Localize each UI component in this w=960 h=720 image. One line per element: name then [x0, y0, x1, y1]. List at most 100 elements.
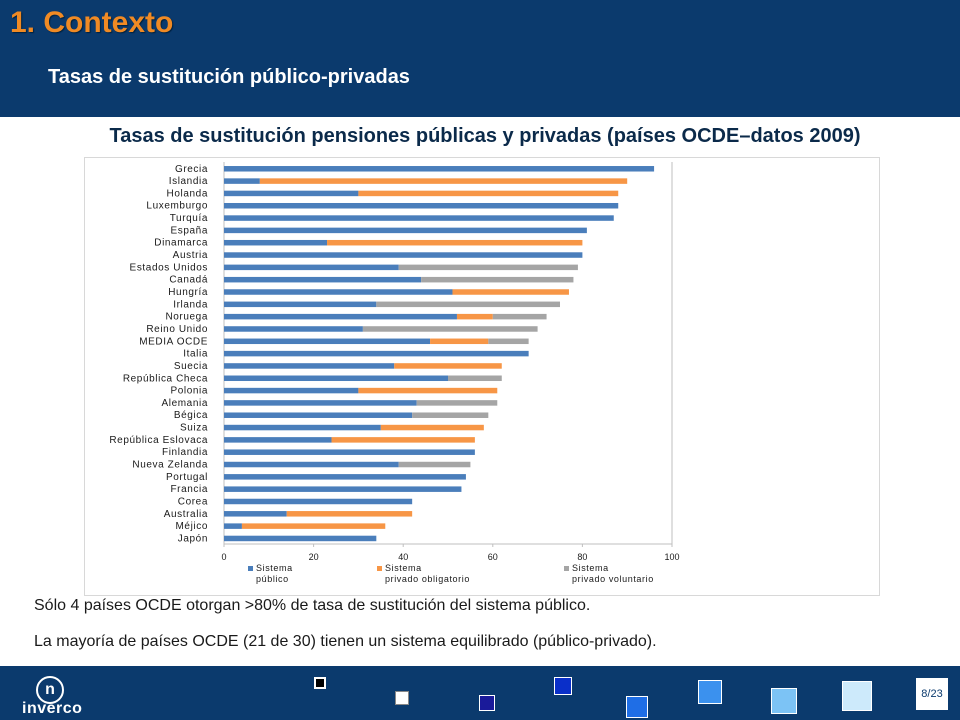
bar-segment-public	[224, 239, 328, 246]
bar-segment-public	[224, 535, 377, 542]
category-label: Suiza	[180, 423, 208, 434]
category-label: Méjico	[176, 521, 209, 532]
bar-segment-voluntary-private	[412, 412, 489, 418]
note-public-system: Sólo 4 países OCDE otorgan >80% de tasa …	[34, 597, 591, 614]
legend-label-line1: Sistema	[385, 563, 422, 573]
bar-segment-mandatory-private	[259, 178, 628, 184]
bar-segment-public	[224, 202, 619, 209]
category-label: Francia	[170, 484, 208, 495]
bar-segment-mandatory-private	[358, 190, 619, 197]
bar-segment-public	[224, 338, 431, 345]
bar-segment-mandatory-private	[380, 424, 484, 431]
category-label: Irlanda	[173, 299, 208, 310]
bar-segment-public	[224, 486, 462, 492]
bar-segment-public	[224, 313, 457, 320]
category-label: Australia	[164, 509, 208, 520]
category-label: Dinamarca	[154, 238, 208, 249]
bar-segment-public	[224, 437, 332, 443]
deco-square-8	[842, 681, 872, 711]
legend-swatch	[248, 566, 253, 571]
deco-square-7	[771, 688, 797, 714]
deco-square-1	[314, 677, 326, 689]
header-bar	[0, 0, 960, 117]
note-balanced-system: La mayoría de países OCDE (21 de 30) tie…	[34, 633, 657, 650]
chart-frame: Grecia Islandia Holanda Luxemburgo Turquía Es…	[84, 157, 880, 596]
bar-segment-voluntary-private	[398, 264, 578, 271]
bar-segment-public	[224, 498, 413, 505]
bar-segment-mandatory-private	[456, 313, 493, 320]
bar-segment-public	[224, 326, 363, 332]
inverco-logo-icon: n	[36, 676, 64, 704]
bar-segment-mandatory-private	[430, 338, 489, 345]
category-label: Corea	[178, 496, 208, 507]
bar-segment-voluntary-private	[362, 326, 538, 332]
x-tick-label: 80	[577, 552, 587, 562]
bar-segment-public	[224, 178, 260, 184]
deco-square-6	[698, 680, 722, 704]
legend-label-line1: Sistema	[572, 563, 609, 573]
category-label: Noruega	[165, 312, 208, 323]
bar-segment-voluntary-private	[398, 461, 471, 468]
legend-label-line1: Sistema	[256, 563, 293, 573]
chart-heading: Tasas de sustitución pensiones públicas …	[109, 125, 861, 147]
bar-segment-mandatory-private	[241, 523, 386, 529]
bar-segment-voluntary-private	[421, 276, 574, 283]
category-label: Bégica	[174, 410, 208, 421]
section-subtitle: Tasas de sustitución público-privadas	[48, 66, 410, 88]
footer-bar	[0, 666, 960, 720]
page-number: 8/23	[916, 678, 948, 710]
legend-swatch	[377, 566, 382, 571]
bar-segment-mandatory-private	[358, 387, 498, 394]
category-label: Polonia	[170, 386, 208, 397]
bar-segment-public	[224, 350, 529, 357]
deco-square-2	[395, 691, 409, 705]
category-label: Suecia	[174, 361, 208, 372]
bar-segment-mandatory-private	[331, 437, 475, 443]
category-label: República Eslovaca	[109, 435, 208, 446]
bar-segment-public	[224, 252, 583, 258]
inverco-logo-text: inverco	[22, 700, 83, 717]
bar-segment-public	[224, 424, 381, 431]
category-label: España	[170, 225, 208, 236]
category-label: Austria	[173, 250, 208, 261]
x-tick-label: 100	[664, 552, 679, 562]
deco-square-3	[479, 695, 495, 711]
category-label: Holanda	[167, 188, 208, 199]
bar-segment-public	[224, 289, 453, 295]
stacked-bar-chart: GreciaIslandiaHolandaLuxemburgoTurquíaEs…	[109, 162, 680, 584]
category-label: Nueva Zelanda	[132, 460, 208, 471]
category-label: Grecia	[175, 164, 208, 175]
bar-segment-voluntary-private	[492, 313, 547, 320]
bar-segment-public	[224, 511, 287, 517]
category-label: Portugal	[166, 472, 208, 483]
bar-segment-public	[224, 474, 466, 480]
category-label: Luxemburgo	[146, 201, 208, 212]
bar-segment-mandatory-private	[452, 289, 569, 295]
bar-segment-public	[224, 166, 655, 172]
bar-segment-public	[224, 412, 413, 418]
deco-square-5	[626, 696, 648, 718]
x-tick-label: 0	[221, 552, 226, 562]
section-title: 1. Contexto	[10, 6, 174, 39]
x-tick-label: 60	[488, 552, 498, 562]
bar-segment-mandatory-private	[394, 363, 502, 369]
category-label: MEDIA OCDE	[139, 336, 208, 347]
bar-segment-public	[224, 375, 448, 382]
category-label: Turquía	[170, 213, 208, 224]
bar-segment-public	[224, 264, 399, 271]
category-label: Japón	[178, 533, 208, 544]
category-label: Finlandia	[162, 447, 208, 458]
category-label: Hungría	[168, 287, 208, 298]
bar-segment-public	[224, 400, 417, 406]
bar-segment-public	[224, 461, 399, 468]
bar-segment-public	[224, 523, 242, 529]
legend-label-line2: privado voluntario	[572, 574, 654, 584]
bar-segment-public	[224, 363, 395, 369]
bar-segment-public	[224, 276, 422, 283]
legend-label-line2: público	[256, 574, 289, 584]
x-tick-label: 40	[398, 552, 408, 562]
bar-segment-public	[224, 449, 475, 455]
bar-segment-voluntary-private	[376, 301, 560, 308]
bar-segment-mandatory-private	[286, 511, 413, 517]
deco-square-4	[554, 677, 572, 695]
